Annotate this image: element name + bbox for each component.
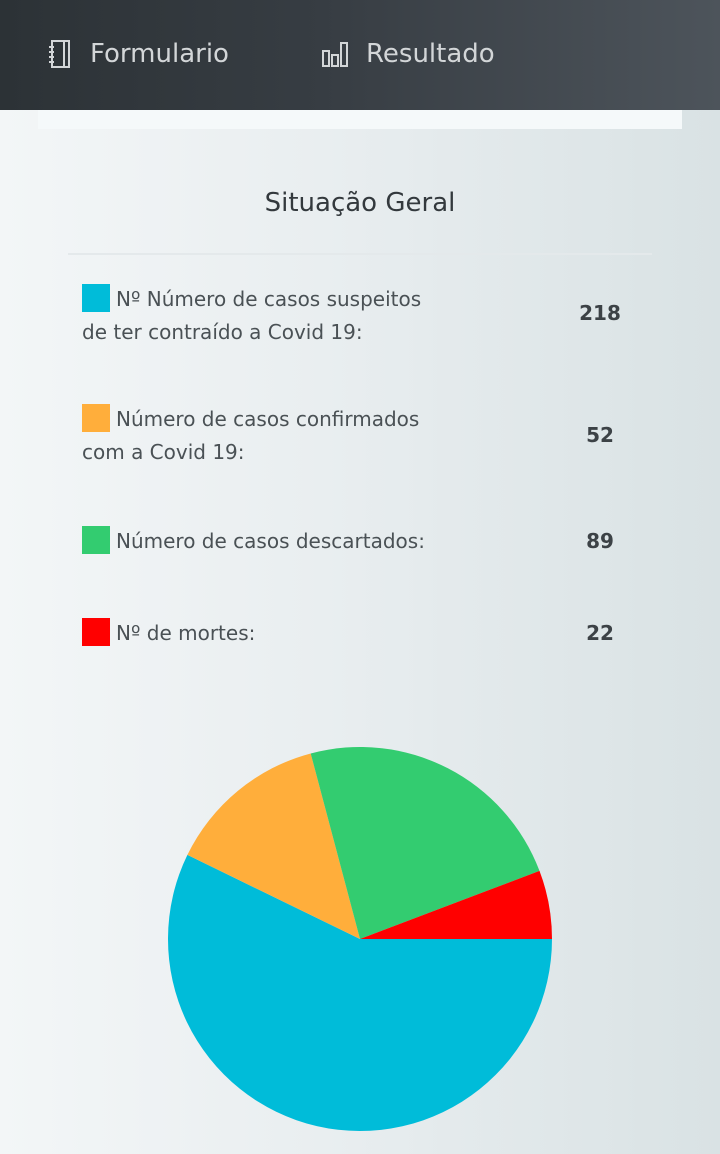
bar-chart-icon (320, 38, 350, 70)
legend-item-suspeitos: Nº Número de casos suspeitos de ter cont… (82, 283, 642, 349)
legend-item-descartados: Número de casos descartados: 89 (82, 525, 642, 558)
title-divider (68, 253, 652, 255)
legend-swatch-cyan (82, 284, 110, 312)
legend-label: Nº de mortes: (116, 621, 256, 645)
pie-chart-svg (168, 747, 553, 1131)
nav-tab-label: Formulario (90, 39, 229, 69)
pie-slice (360, 870, 552, 939)
legend-label: Número de casos confirmados com a Covid … (82, 407, 420, 464)
nav-tab-resultado[interactable]: Resultado (320, 34, 495, 74)
legend-item-mortes: Nº de mortes: 22 (82, 617, 642, 650)
legend-swatch-red (82, 618, 110, 646)
legend-swatch-green (82, 526, 110, 554)
legend-value: 89 (586, 529, 614, 553)
nav-tab-formulario[interactable]: Formulario (46, 34, 229, 74)
legend-label: Nº Número de casos suspeitos de ter cont… (82, 287, 422, 344)
card-title: Situação Geral (264, 188, 456, 218)
nav-tab-label: Resultado (366, 39, 495, 69)
pie-slice (168, 854, 553, 1131)
pie-slice (310, 747, 540, 939)
pie-slice (187, 753, 360, 939)
legend-swatch-orange (82, 404, 110, 432)
legend-label: Número de casos descartados: (116, 529, 425, 553)
top-nav-bar: Formulario Resultado (0, 0, 720, 110)
card-top-edge (38, 110, 682, 129)
notebook-icon (46, 38, 74, 70)
pie-chart (166, 745, 554, 1133)
legend-value: 22 (586, 621, 614, 645)
legend-item-confirmados: Número de casos confirmados com a Covid … (82, 403, 642, 469)
legend-value: 52 (586, 423, 614, 447)
legend-value: 218 (579, 301, 621, 325)
